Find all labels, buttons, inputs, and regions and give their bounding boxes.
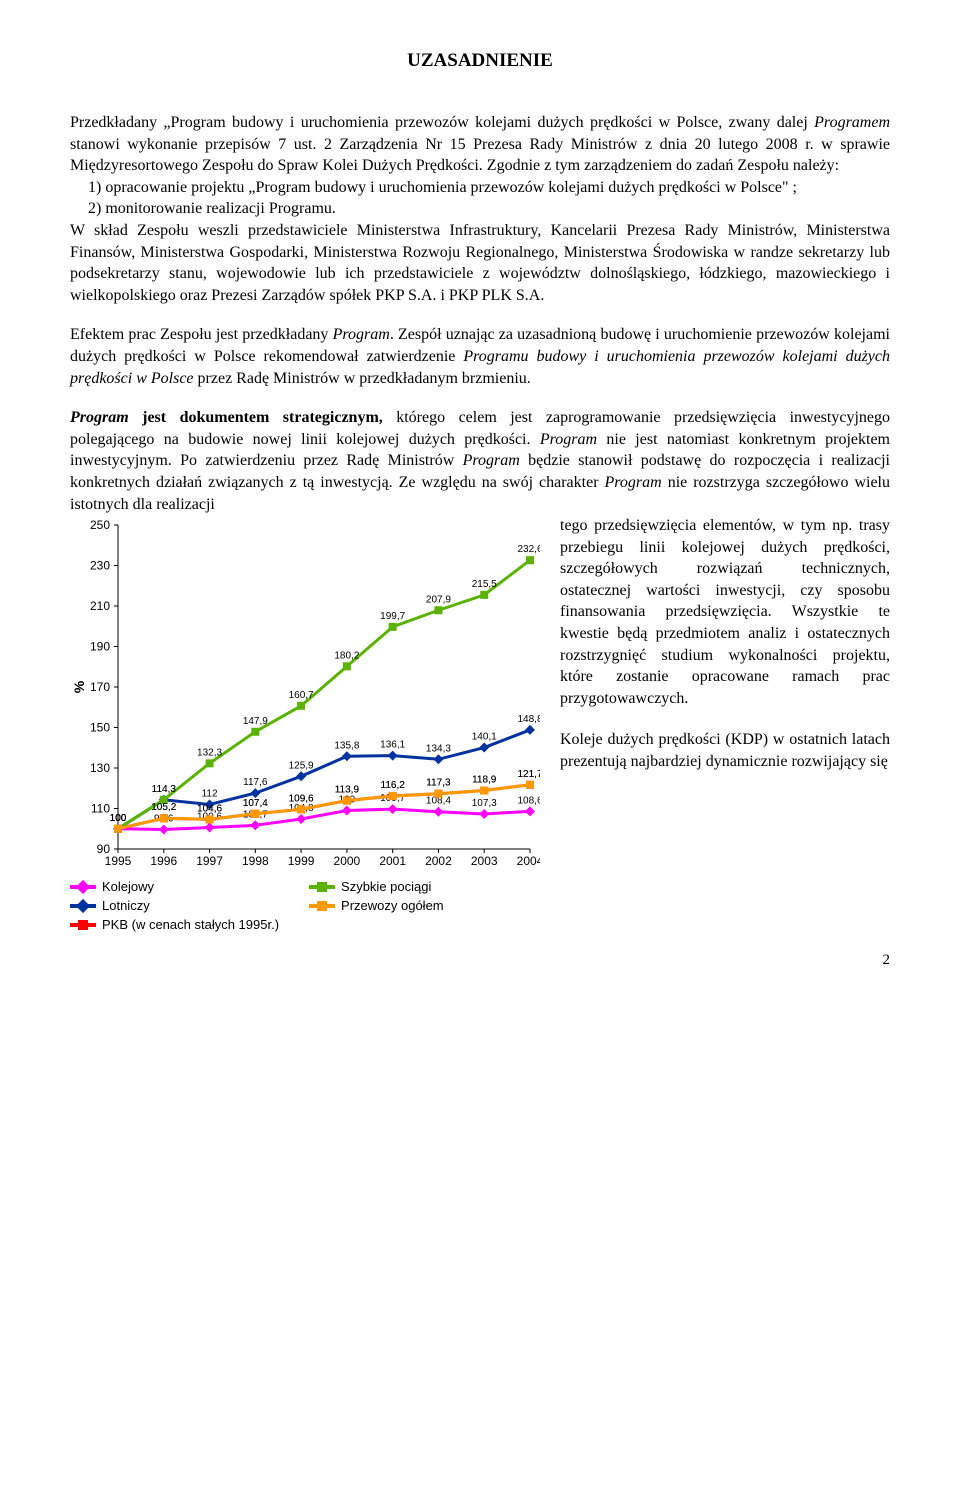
chart-and-side-text: 90110130150170190210230250%1995199619971… — [70, 515, 890, 932]
svg-text:2003: 2003 — [471, 854, 498, 868]
svg-text:132,3: 132,3 — [197, 747, 222, 758]
svg-text:232,6: 232,6 — [517, 544, 540, 555]
legend-item: Lotniczy — [70, 898, 279, 913]
svg-text:134,3: 134,3 — [426, 743, 451, 754]
chart-legend: Kolejowy Lotniczy PKB (w cenach stałych 19… — [70, 879, 540, 932]
paragraph-3: Program jest dokumentem strategicznym, k… — [70, 407, 890, 515]
svg-text:121,7: 121,7 — [517, 769, 540, 780]
svg-text:2001: 2001 — [379, 854, 406, 868]
svg-text:180,2: 180,2 — [334, 650, 359, 661]
svg-text:250: 250 — [90, 518, 110, 532]
page-number: 2 — [70, 952, 890, 969]
svg-text:1998: 1998 — [242, 854, 269, 868]
svg-text:170: 170 — [90, 680, 110, 694]
svg-text:215,5: 215,5 — [472, 579, 497, 590]
svg-text:136,1: 136,1 — [380, 740, 405, 751]
svg-text:148,8: 148,8 — [517, 714, 540, 725]
legend-item: Szybkie pociągi — [309, 879, 444, 894]
svg-text:160,7: 160,7 — [289, 690, 314, 701]
svg-text:135,8: 135,8 — [334, 740, 359, 751]
page-title: UZASADNIENIE — [70, 50, 890, 72]
paragraph-1: Przedkładany „Program budowy i uruchomie… — [70, 112, 890, 306]
line-chart: 90110130150170190210230250%1995199619971… — [70, 515, 540, 932]
svg-text:147,9: 147,9 — [243, 716, 268, 727]
side-text: tego przedsięwzięcia elementów, w tym np… — [560, 515, 890, 773]
svg-text:117,3: 117,3 — [426, 778, 451, 789]
legend-item: PKB (w cenach stałych 1995r.) — [70, 917, 279, 932]
svg-text:150: 150 — [90, 721, 110, 735]
paragraph-2: Efektem prac Zespołu jest przedkładany P… — [70, 324, 890, 389]
svg-text:190: 190 — [90, 640, 110, 654]
svg-text:117,6: 117,6 — [243, 777, 268, 788]
svg-text:104,6: 104,6 — [197, 804, 222, 815]
svg-text:113,9: 113,9 — [335, 785, 360, 796]
svg-text:100: 100 — [110, 813, 127, 824]
svg-text:118,9: 118,9 — [472, 775, 497, 786]
svg-text:116,2: 116,2 — [381, 780, 406, 791]
svg-text:1997: 1997 — [196, 854, 223, 868]
svg-text:110: 110 — [91, 802, 110, 816]
svg-text:%: % — [71, 680, 87, 693]
svg-text:105,2: 105,2 — [151, 802, 176, 813]
svg-text:2000: 2000 — [334, 854, 361, 868]
svg-text:108,6: 108,6 — [517, 795, 540, 806]
svg-text:140,1: 140,1 — [472, 732, 497, 743]
svg-text:107,4: 107,4 — [243, 798, 268, 809]
svg-text:230: 230 — [90, 559, 110, 573]
svg-text:125,9: 125,9 — [289, 760, 314, 771]
legend-item: Przewozy ogółem — [309, 898, 444, 913]
svg-text:114,3: 114,3 — [152, 784, 177, 795]
svg-text:210: 210 — [90, 599, 110, 613]
svg-text:107,3: 107,3 — [472, 798, 497, 809]
svg-text:207,9: 207,9 — [426, 594, 451, 605]
document-page: UZASADNIENIE Przedkładany „Program budow… — [0, 0, 960, 999]
svg-text:1999: 1999 — [288, 854, 315, 868]
svg-text:109,6: 109,6 — [289, 793, 314, 804]
svg-text:2004: 2004 — [517, 854, 540, 868]
svg-text:130: 130 — [90, 761, 110, 775]
svg-text:1995: 1995 — [105, 854, 132, 868]
svg-text:2002: 2002 — [425, 854, 452, 868]
svg-text:1996: 1996 — [150, 854, 177, 868]
svg-text:199,7: 199,7 — [380, 611, 405, 622]
svg-text:112: 112 — [202, 789, 218, 800]
legend-item: Kolejowy — [70, 879, 279, 894]
